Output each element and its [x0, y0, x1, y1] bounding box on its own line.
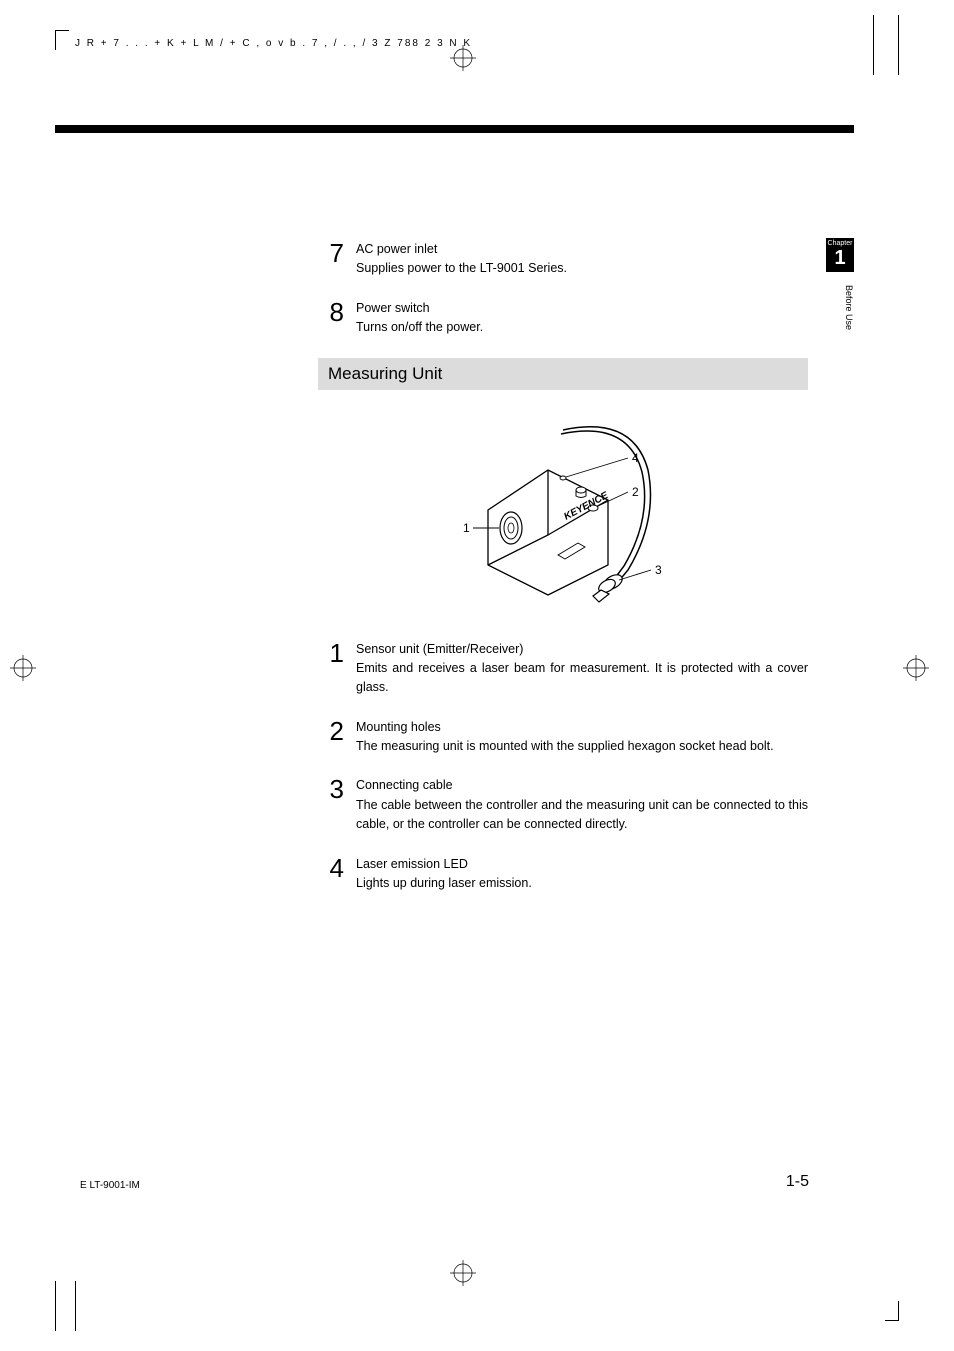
item-title: Mounting holes: [356, 718, 808, 737]
footer-page-number: 1-5: [786, 1173, 809, 1191]
registration-mark-icon: [450, 1260, 476, 1291]
registration-mark-icon: [10, 655, 36, 686]
content-area: 7 AC power inlet Supplies power to the L…: [318, 240, 808, 913]
callout-1: 1: [463, 521, 470, 535]
item-number: 2: [318, 718, 344, 744]
item-title: Sensor unit (Emitter/Receiver): [356, 640, 808, 659]
footer-doc-id: E LT-9001-IM: [80, 1180, 140, 1191]
top-divider-bar: [55, 125, 854, 133]
item-number: 4: [318, 855, 344, 881]
item-number: 1: [318, 640, 344, 666]
item-title: Laser emission LED: [356, 855, 808, 874]
item-title: Connecting cable: [356, 776, 808, 795]
item-desc: Lights up during laser emission.: [356, 874, 808, 893]
list-item: 2 Mounting holes The measuring unit is m…: [318, 718, 808, 757]
crop-mark: [55, 30, 69, 50]
registration-mark-icon: [903, 655, 929, 686]
item-title: Power switch: [356, 299, 808, 318]
chapter-number: 1: [834, 247, 845, 269]
item-title: AC power inlet: [356, 240, 808, 259]
header-code: J R + 7 . . . + K + L M / + C , o v b . …: [75, 38, 472, 49]
list-item: 8 Power switch Turns on/off the power.: [318, 299, 808, 338]
callout-4: 4: [632, 451, 639, 465]
item-number: 7: [318, 240, 344, 266]
item-desc: Supplies power to the LT-9001 Series.: [356, 259, 808, 278]
callout-2: 2: [632, 485, 639, 499]
item-number: 3: [318, 776, 344, 802]
section-header: Measuring Unit: [318, 358, 808, 390]
list-item: 3 Connecting cable The cable between the…: [318, 776, 808, 834]
chapter-side-text: Before Use: [826, 280, 854, 330]
item-desc: The measuring unit is mounted with the s…: [356, 737, 808, 756]
item-number: 8: [318, 299, 344, 325]
measuring-unit-diagram: KEYENCE 1 2 3 4: [318, 410, 808, 615]
crop-mark: [898, 15, 899, 75]
crop-mark: [55, 1281, 56, 1331]
crop-mark: [873, 15, 874, 75]
chapter-label: Chapter: [826, 240, 854, 247]
callout-3: 3: [655, 563, 662, 577]
crop-mark: [75, 1281, 76, 1331]
item-desc: Turns on/off the power.: [356, 318, 808, 337]
chapter-tab: Chapter 1: [826, 238, 854, 272]
item-desc: The cable between the controller and the…: [356, 796, 808, 835]
registration-mark-icon: [450, 45, 476, 76]
list-item: 7 AC power inlet Supplies power to the L…: [318, 240, 808, 279]
item-desc: Emits and receives a laser beam for meas…: [356, 659, 808, 698]
list-item: 4 Laser emission LED Lights up during la…: [318, 855, 808, 894]
list-item: 1 Sensor unit (Emitter/Receiver) Emits a…: [318, 640, 808, 698]
crop-mark: [885, 1301, 899, 1321]
